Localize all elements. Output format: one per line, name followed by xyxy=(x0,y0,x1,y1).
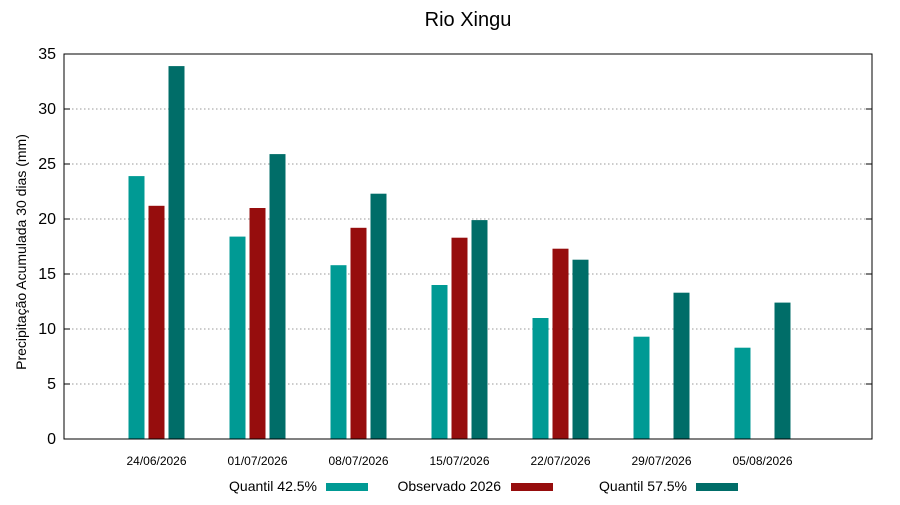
x-tick-label: 22/07/2026 xyxy=(530,454,590,468)
gridlines xyxy=(64,108,872,385)
y-tick-label: 10 xyxy=(38,321,56,338)
bar-1-2 xyxy=(229,236,246,439)
bar-2-1 xyxy=(148,205,165,439)
y-tick-label: 15 xyxy=(38,266,56,283)
x-tick-label: 05/08/2026 xyxy=(732,454,792,468)
bar-1-4 xyxy=(431,285,448,439)
x-tick-label: 24/06/2026 xyxy=(126,454,186,468)
bar-2-3 xyxy=(350,227,367,439)
bar-3-2 xyxy=(269,154,286,439)
y-axis: 0 5 10 15 20 25 30 35 xyxy=(38,46,872,448)
y-tick-label: 5 xyxy=(47,376,56,393)
plot-frame xyxy=(63,53,873,440)
bar-1-5 xyxy=(532,318,549,439)
legend-swatch-1 xyxy=(326,483,368,491)
bar-2-2 xyxy=(249,208,266,439)
y-tick-label: 30 xyxy=(38,101,56,118)
y-axis-label: Precipitação Acumulada 30 dias (mm) xyxy=(13,134,29,370)
bar-3-3 xyxy=(370,193,387,439)
legend: Quantil 42.5% Observado 2026 Quantil 57.5% xyxy=(229,478,738,494)
x-tick-label: 15/07/2026 xyxy=(429,454,489,468)
bar-1-3 xyxy=(330,265,347,439)
bar-2-5 xyxy=(552,248,569,439)
y-tick-label: 0 xyxy=(47,431,56,448)
y-tick-label: 20 xyxy=(38,211,56,228)
x-tick-label: 01/07/2026 xyxy=(227,454,287,468)
x-axis: 24/06/2026 01/07/2026 08/07/2026 15/07/2026… xyxy=(126,454,792,468)
legend-label-3: Quantil 57.5% xyxy=(599,478,687,494)
legend-swatch-2 xyxy=(511,483,553,491)
x-tick-label: 29/07/2026 xyxy=(631,454,691,468)
y-tick-label: 25 xyxy=(38,156,56,173)
bar-3-5 xyxy=(572,259,589,439)
legend-label-2: Observado 2026 xyxy=(397,478,501,494)
bar-3-7 xyxy=(774,302,791,439)
bar-1-1 xyxy=(128,176,145,439)
y-tick-label: 35 xyxy=(38,46,56,63)
bar-3-1 xyxy=(168,66,185,439)
x-tick-label: 08/07/2026 xyxy=(328,454,388,468)
chart-title: Rio Xingu xyxy=(425,9,512,31)
bar-3-4 xyxy=(471,220,488,439)
bar-3-6 xyxy=(673,292,690,439)
bars xyxy=(128,66,791,439)
legend-swatch-3 xyxy=(696,483,738,491)
bar-2-4 xyxy=(451,237,468,439)
bar-1-7 xyxy=(734,347,751,439)
legend-label-1: Quantil 42.5% xyxy=(229,478,317,494)
bar-1-6 xyxy=(633,336,650,439)
